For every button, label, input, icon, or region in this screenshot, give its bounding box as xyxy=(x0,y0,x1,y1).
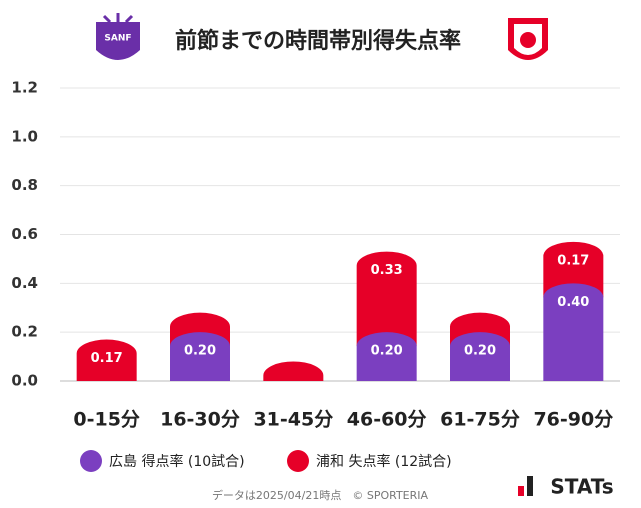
data-label: 0.33 xyxy=(371,263,403,278)
bar-segment xyxy=(543,241,604,298)
x-tick-label: 76-90分 xyxy=(533,409,613,431)
y-tick-label: 0.2 xyxy=(11,323,38,341)
footer: データは2025/04/21時点 © SPORTERIA xyxy=(212,488,429,502)
x-tick-label: 46-60分 xyxy=(347,409,427,431)
bar-segment xyxy=(170,332,231,381)
y-tick-label: 1.2 xyxy=(11,79,38,97)
bar-segment xyxy=(356,251,417,347)
bar-segment xyxy=(76,339,137,381)
right-crest xyxy=(508,18,548,60)
data-label: 0.17 xyxy=(91,351,123,366)
data-label: 0.40 xyxy=(557,295,589,310)
x-tick-label: 16-30分 xyxy=(160,409,240,431)
left-crest: SANF xyxy=(96,13,140,60)
y-tick-label: 0.6 xyxy=(11,225,38,243)
x-tick-label: 61-75分 xyxy=(440,409,520,431)
data-label: 0.20 xyxy=(464,344,496,359)
x-tick-label: 31-45分 xyxy=(253,409,333,431)
legend-swatch xyxy=(80,450,102,472)
data-label: 0.20 xyxy=(184,344,216,359)
chart-title: 前節までの時間帯別得失点率 xyxy=(175,28,461,54)
y-tick-label: 0.8 xyxy=(11,176,38,194)
data-label: 0.20 xyxy=(371,344,403,359)
legend-swatch xyxy=(287,450,309,472)
legend-label: 広島 得点率 (10試合) xyxy=(109,453,245,470)
bar-segment xyxy=(450,332,510,381)
legend-label: 浦和 失点率 (12試合) xyxy=(316,453,452,470)
brand-logo xyxy=(518,476,533,496)
x-tick-label: 0-15分 xyxy=(73,409,140,431)
y-tick-label: 0.4 xyxy=(11,274,38,292)
data-label: 0.17 xyxy=(557,253,589,268)
y-tick-label: 0.0 xyxy=(11,372,38,390)
y-tick-label: 1.0 xyxy=(11,127,38,145)
bar-segment xyxy=(543,283,604,381)
bar-segment xyxy=(263,361,324,381)
bar-segment xyxy=(356,332,417,381)
svg-text:SANF: SANF xyxy=(104,34,131,44)
brand: STATs xyxy=(550,475,613,499)
